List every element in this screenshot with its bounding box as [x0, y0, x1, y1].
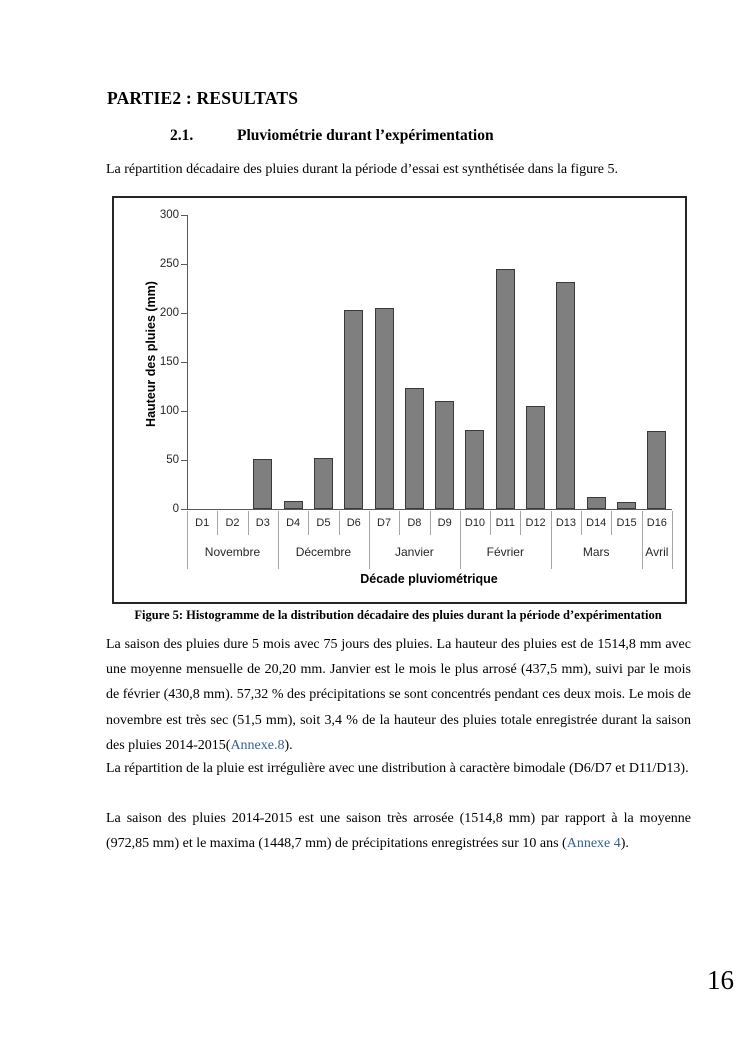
- month-group-label: Janvier: [395, 545, 434, 559]
- paragraph-text: ).: [284, 737, 293, 753]
- rain-bar-D13: [556, 281, 576, 509]
- x-category-label: D1: [195, 517, 210, 529]
- y-tick-label: 200: [159, 307, 179, 319]
- category-separator: [217, 511, 219, 535]
- month-group-label: Mars: [582, 545, 610, 559]
- month-separator: [641, 511, 643, 569]
- body-paragraph-2: La répartition de la pluie est irréguliè…: [106, 761, 689, 776]
- rain-bar-D14: [586, 497, 606, 509]
- x-category-label: D8: [407, 517, 422, 529]
- month-separator: [550, 511, 552, 569]
- part-heading: PARTIE2 : RESULTATS: [107, 88, 299, 108]
- category-separator: [338, 511, 340, 535]
- body-paragraph-1: La saison des pluies dure 5 mois avec 75…: [106, 632, 691, 758]
- category-separator: [308, 511, 310, 535]
- month-separator: [459, 511, 461, 569]
- x-category-label: D10: [464, 517, 486, 529]
- x-category-label: D4: [286, 517, 301, 529]
- rain-bar-D16: [647, 430, 667, 509]
- rain-bar-D11: [495, 268, 515, 509]
- x-category-label: D11: [495, 517, 515, 529]
- x-category-label: D9: [437, 517, 452, 529]
- rain-bar-D8: [404, 388, 424, 509]
- month-group-label: Février: [486, 545, 524, 559]
- section-title: Pluviométrie durant l’expérimentation: [237, 127, 494, 144]
- paragraph-text: La saison des pluies 2014-2015 est une s…: [106, 811, 691, 852]
- month-group-label: Avril: [645, 545, 669, 559]
- category-separator: [520, 511, 522, 535]
- annexe8-link[interactable]: Annexe.8: [230, 737, 285, 753]
- rain-bar-D6: [344, 310, 364, 509]
- rain-bar-D9: [435, 400, 455, 509]
- x-category-label: D6: [346, 517, 361, 529]
- month-group-label: Décembre: [295, 545, 352, 559]
- y-tick-mark: [181, 509, 187, 510]
- paragraph-text: La saison des pluies dure 5 mois avec 75…: [106, 637, 691, 753]
- category-separator: [399, 511, 401, 535]
- rain-bar-D10: [465, 429, 485, 509]
- y-tick-mark: [181, 460, 187, 461]
- page-number: 16: [707, 965, 734, 995]
- rain-bar-D5: [313, 458, 333, 509]
- y-tick-mark: [181, 362, 187, 363]
- y-axis-title: Hauteur des pluies (mm): [144, 281, 158, 427]
- y-tick-label: 50: [166, 454, 179, 466]
- figure-chart: Hauteur des pluies (mm) 0 50 100 150 200 250 3…: [112, 196, 687, 604]
- x-category-label: D13: [555, 517, 576, 529]
- x-category-label: D2: [225, 517, 240, 529]
- section-heading: 2.1. Pluviométrie durant l’expérimentati…: [170, 127, 494, 145]
- x-category-label: D14: [586, 517, 607, 529]
- y-tick-label: 300: [159, 209, 179, 221]
- y-tick-mark: [181, 313, 187, 314]
- body-paragraph-3: La saison des pluies 2014-2015 est une s…: [106, 806, 691, 856]
- category-separator: [581, 511, 583, 535]
- section-number: 2.1.: [170, 127, 194, 144]
- rain-bar-D7: [374, 308, 394, 509]
- x-axis-line: [187, 509, 672, 510]
- category-separator: [429, 511, 431, 535]
- month-separator: [368, 511, 370, 569]
- y-axis-line: [187, 215, 188, 510]
- x-category-label: D12: [525, 517, 546, 529]
- x-category-label: D16: [646, 517, 667, 529]
- month-separator: [277, 511, 279, 569]
- x-axis-title: Décade pluviométrique: [360, 572, 498, 586]
- x-category-label: D15: [616, 517, 637, 529]
- y-tick-label: 0: [172, 503, 179, 515]
- paragraph-text: ).: [620, 836, 629, 852]
- category-separator: [247, 511, 249, 535]
- y-tick-label: 100: [159, 405, 179, 417]
- category-separator: [611, 511, 613, 535]
- y-tick-label: 150: [159, 356, 179, 368]
- rain-bar-D4: [283, 501, 303, 509]
- y-tick-mark: [181, 215, 187, 216]
- y-tick-mark: [181, 264, 187, 265]
- rain-bar-D12: [526, 406, 546, 509]
- y-tick-label: 250: [159, 258, 179, 270]
- rain-bar-D15: [617, 502, 637, 509]
- month-separator: [187, 511, 188, 569]
- category-separator: [490, 511, 492, 535]
- annexe4-link[interactable]: Annexe 4: [566, 836, 621, 852]
- x-category-label: D5: [316, 517, 331, 529]
- rain-bar-D3: [253, 458, 273, 509]
- x-category-label: D7: [377, 517, 392, 529]
- x-category-label: D3: [255, 517, 270, 529]
- month-separator: [672, 511, 673, 569]
- figure-caption: Figure 5: Histogramme de la distribution…: [134, 608, 662, 622]
- month-group-label: Novembre: [204, 545, 261, 559]
- intro-paragraph: La répartition décadaire des pluies dura…: [106, 162, 618, 177]
- y-tick-mark: [181, 411, 187, 412]
